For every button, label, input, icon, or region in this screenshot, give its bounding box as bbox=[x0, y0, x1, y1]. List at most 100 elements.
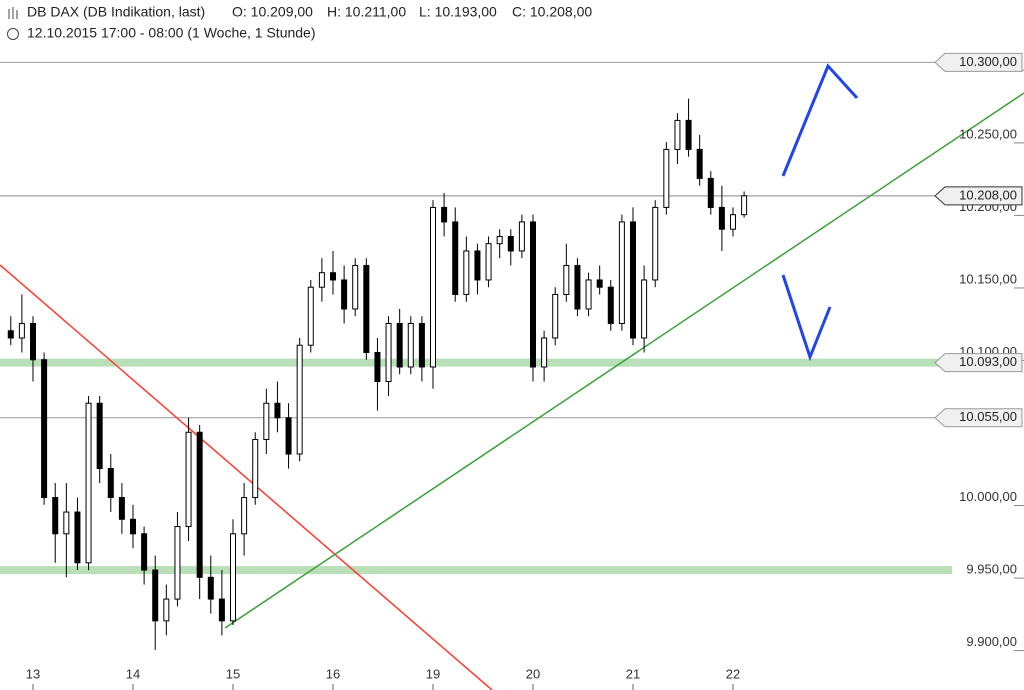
level-label: 10.055,00 bbox=[959, 409, 1017, 424]
x-tick-label: 14 bbox=[126, 666, 140, 681]
candle-body bbox=[552, 293, 559, 339]
y-tick-label: 10.000,00 bbox=[959, 489, 1017, 504]
title: DB DAX (DB Indikation, last) bbox=[27, 4, 205, 20]
level-label: 10.300,00 bbox=[959, 54, 1017, 69]
candle-body bbox=[485, 243, 492, 281]
candle-body bbox=[18, 322, 25, 339]
candle-body bbox=[530, 221, 536, 368]
candle-body bbox=[518, 221, 525, 252]
candle-body bbox=[352, 264, 359, 310]
candle-body bbox=[52, 497, 59, 535]
candle-body bbox=[274, 402, 281, 419]
candle-body bbox=[163, 598, 170, 622]
candle-body bbox=[585, 279, 592, 310]
candle-body bbox=[185, 431, 192, 528]
chart-icon bbox=[8, 7, 18, 19]
subtitle: 12.10.2015 17:00 - 08:00 (1 Woche, 1 Stu… bbox=[27, 25, 316, 41]
candle-body bbox=[641, 279, 648, 339]
candle-body bbox=[385, 322, 392, 382]
close-value: C: 10.208,00 bbox=[512, 4, 592, 20]
x-tick-label: 22 bbox=[726, 666, 740, 681]
candle-body bbox=[596, 279, 603, 288]
candle-body bbox=[130, 518, 136, 535]
x-tick-label: 20 bbox=[526, 666, 540, 681]
candle-body bbox=[85, 402, 92, 564]
level-box bbox=[934, 52, 1023, 72]
candle-body bbox=[218, 598, 225, 622]
candle-body bbox=[430, 206, 436, 368]
candle-body bbox=[74, 511, 81, 564]
candle-body bbox=[674, 119, 681, 150]
y-tick-label: 9.950,00 bbox=[966, 562, 1017, 577]
x-tick-label: 21 bbox=[626, 666, 640, 681]
arrow-down bbox=[781, 274, 832, 362]
arrow-up bbox=[781, 63, 859, 177]
candle-body bbox=[196, 431, 203, 578]
candle-body bbox=[341, 279, 348, 310]
candle-body bbox=[507, 235, 514, 252]
trend-line-green bbox=[224, 92, 1024, 629]
high-value: H: 10.211,00 bbox=[327, 4, 406, 20]
candle-body bbox=[730, 214, 736, 230]
level-label: 10.093,00 bbox=[959, 354, 1017, 369]
y-tick-label: 9.900,00 bbox=[966, 634, 1017, 649]
candle-body bbox=[474, 250, 481, 281]
candle-body bbox=[685, 119, 692, 150]
candle-body bbox=[118, 497, 125, 520]
level-band bbox=[0, 358, 952, 367]
candle-body bbox=[541, 337, 548, 368]
candle-body bbox=[318, 272, 325, 288]
candle-body bbox=[63, 511, 70, 535]
candle-body bbox=[652, 206, 659, 281]
candle-body bbox=[252, 439, 259, 499]
candle-body bbox=[174, 526, 181, 600]
candle-body bbox=[152, 569, 159, 622]
candle-body bbox=[207, 576, 214, 600]
candle-body bbox=[452, 221, 459, 295]
candle-body bbox=[441, 206, 448, 223]
y-tick-label: 10.150,00 bbox=[959, 271, 1017, 286]
candle-body bbox=[7, 330, 14, 339]
candle-body bbox=[463, 250, 470, 295]
candle-body bbox=[107, 468, 114, 499]
candle-body bbox=[374, 351, 381, 382]
level-band bbox=[0, 566, 952, 575]
level-box bbox=[934, 408, 1023, 428]
level-label: 10.208,00 bbox=[959, 187, 1017, 202]
open-value: O: 10.209,00 bbox=[232, 4, 313, 20]
candle-body bbox=[618, 221, 625, 324]
x-tick-label: 16 bbox=[326, 666, 340, 681]
y-tick-label: 10.250,00 bbox=[959, 126, 1017, 141]
x-tick-label: 13 bbox=[26, 666, 40, 681]
clock-icon bbox=[7, 28, 19, 40]
candle-body bbox=[696, 148, 703, 179]
candle-body bbox=[718, 206, 725, 230]
candle-body bbox=[574, 264, 581, 310]
candle-body bbox=[296, 344, 303, 455]
candle-body bbox=[241, 497, 248, 535]
candle-body bbox=[363, 264, 370, 353]
candle-body bbox=[96, 402, 103, 470]
candle-body bbox=[563, 264, 570, 295]
candle-body bbox=[741, 195, 748, 216]
candle-body bbox=[707, 177, 714, 208]
candle-body bbox=[285, 417, 292, 455]
candle-body bbox=[230, 533, 236, 622]
candle-body bbox=[630, 221, 636, 339]
trend-line-red bbox=[0, 264, 493, 690]
candle-body bbox=[330, 272, 336, 281]
low-value: L: 10.193,00 bbox=[419, 4, 497, 20]
x-tick-label: 19 bbox=[426, 666, 440, 681]
candle-body bbox=[407, 322, 414, 368]
candle-body bbox=[307, 286, 314, 346]
candle-body bbox=[496, 235, 503, 245]
candle-body bbox=[663, 148, 670, 208]
candle-body bbox=[263, 402, 270, 441]
candle-body bbox=[41, 359, 48, 499]
level-box bbox=[934, 353, 1023, 373]
level-box bbox=[934, 186, 1023, 206]
candle-body bbox=[418, 322, 425, 368]
header: DB DAX (DB Indikation, last) O: 10.209,0… bbox=[7, 4, 592, 41]
x-tick-label: 15 bbox=[226, 666, 240, 681]
